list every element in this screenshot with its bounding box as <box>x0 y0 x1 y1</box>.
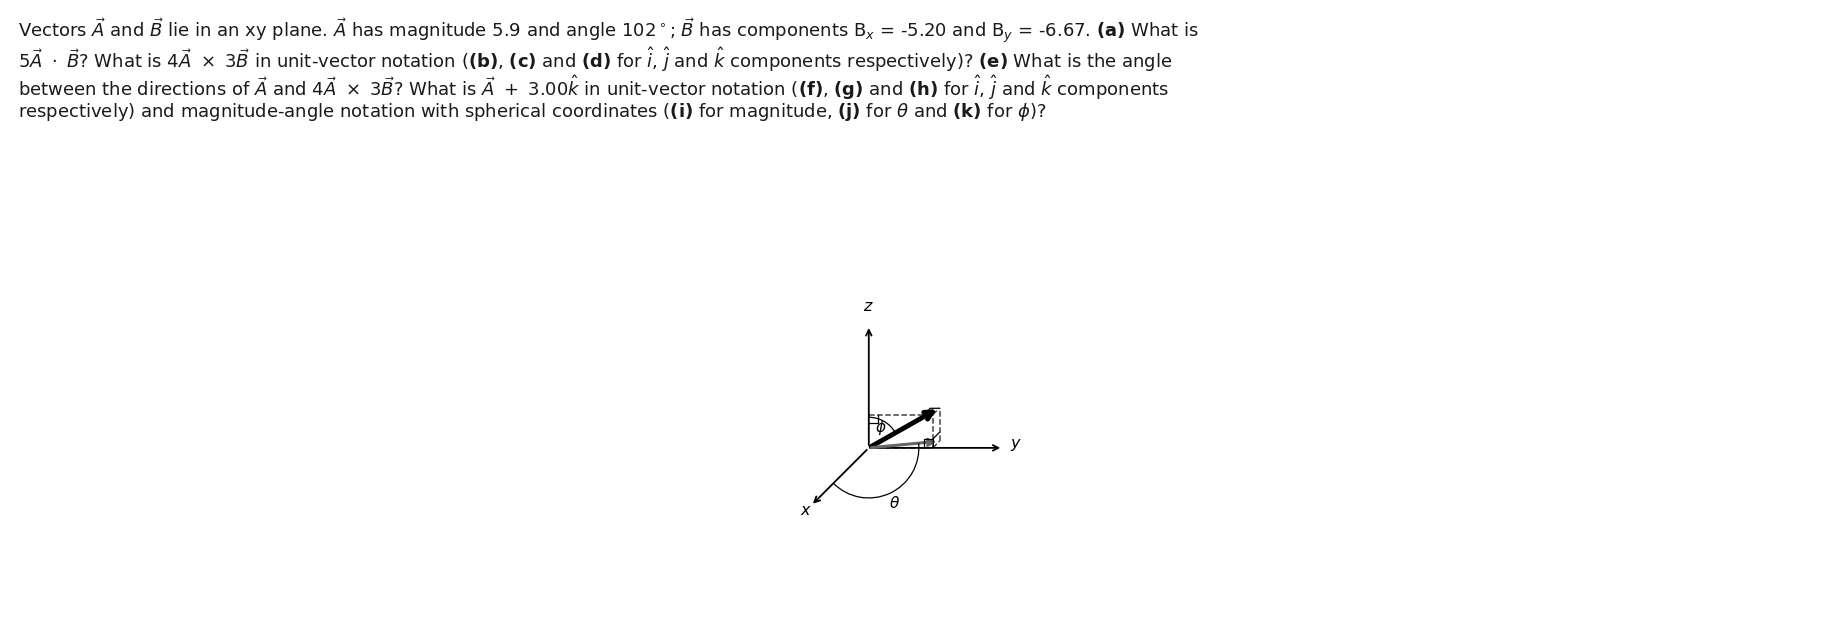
Text: between the directions of $\vec{A}$ and $4\vec{A}\ \times\ 3\vec{B}$? What is $\: between the directions of $\vec{A}$ and … <box>18 73 1169 102</box>
Text: $y$: $y$ <box>1011 437 1022 453</box>
Text: $z$: $z$ <box>863 299 874 314</box>
Text: $5\vec{A}\ \cdot\ \vec{B}$? What is $4\vec{A}\ \times\ 3\vec{B}$ in unit-vector : $5\vec{A}\ \cdot\ \vec{B}$? What is $4\v… <box>18 45 1173 74</box>
Text: $\theta$: $\theta$ <box>889 495 900 511</box>
Text: respectively) and magnitude-angle notation with spherical coordinates ($\mathbf{: respectively) and magnitude-angle notati… <box>18 101 1047 123</box>
Text: $\phi$: $\phi$ <box>874 418 887 437</box>
Text: $x$: $x$ <box>799 503 812 518</box>
Text: Vectors $\vec{A}$ and $\vec{B}$ lie in an xy plane. $\vec{A}$ has magnitude 5.9 : Vectors $\vec{A}$ and $\vec{B}$ lie in a… <box>18 17 1200 46</box>
